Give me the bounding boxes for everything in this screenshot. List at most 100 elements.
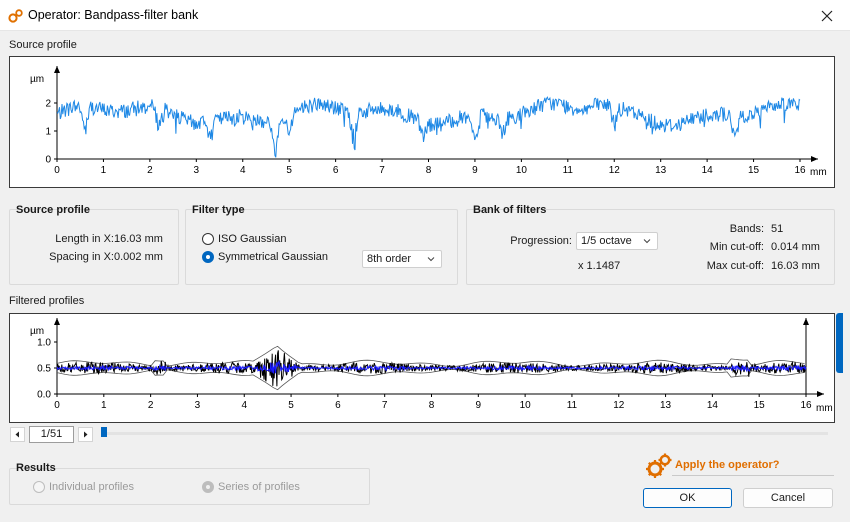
profile-slider-thumb[interactable] [101, 427, 107, 437]
radio-symmetrical-gaussian[interactable]: Symmetrical Gaussian [202, 251, 328, 263]
radio-individual-profiles-label: Individual profiles [49, 481, 134, 493]
radio-series-of-profiles[interactable]: Series of profiles [202, 481, 300, 493]
x-tick-label: 6 [335, 400, 341, 411]
source-info-title: Source profile [16, 204, 90, 216]
filtered-envelope-series [56, 350, 807, 387]
x-tick-label: 16 [794, 165, 806, 176]
x-tick-label: 14 [707, 400, 719, 411]
x-tick-label: 1 [101, 165, 107, 176]
x-tick-label: 11 [567, 400, 578, 411]
max-cutoff-label: Max cut-off: [706, 260, 764, 272]
next-profile-button[interactable] [78, 427, 93, 442]
close-icon[interactable] [821, 10, 833, 22]
bank-of-filters-group: Bank of filters Progression: 1/5 octave … [466, 204, 835, 285]
radio-indicator[interactable] [33, 481, 45, 493]
results-title: Results [16, 462, 56, 474]
spacing-value: 0.002 mm [114, 251, 163, 263]
x-tick-label: 13 [655, 165, 667, 176]
results-group: Results Individual profiles Series of pr… [9, 462, 370, 505]
x-tick-label: 1 [101, 400, 107, 411]
upper-envelope [56, 345, 805, 367]
chevron-down-icon [643, 239, 651, 244]
bands-label: Bands: [729, 223, 764, 235]
x-tick-label: 9 [472, 165, 478, 176]
apply-operator-prompt: Apply the operator? [675, 459, 780, 471]
source-profile-plot: 0 1 2 3 4 5 6 7 8 9 10 11 12 13 14 15 16 0 1 2 µm mm [9, 56, 835, 188]
filter-order-select[interactable]: 8th order [362, 250, 442, 268]
radio-indicator[interactable] [202, 233, 214, 245]
x-tick-label: 12 [609, 165, 621, 176]
radio-iso-gaussian[interactable]: ISO Gaussian [202, 233, 286, 245]
min-cutoff-label: Min cut-off: [709, 241, 764, 253]
x-tick-label: 7 [379, 165, 385, 176]
filter-order-value: 8th order [367, 253, 412, 265]
radio-indicator-checked[interactable] [202, 251, 214, 263]
source-profile-series [56, 96, 801, 158]
source-profile-label: Source profile [9, 39, 77, 51]
side-scroll-handle[interactable] [836, 313, 843, 373]
triangle-right-icon[interactable] [79, 428, 92, 441]
y-tick-label: 1 [45, 127, 51, 138]
x-tick-label: 2 [148, 400, 154, 411]
x-axis-arrow [817, 391, 824, 397]
length-label: Length in X: [55, 233, 114, 245]
apply-underline [672, 475, 834, 476]
prev-profile-button[interactable] [10, 427, 25, 442]
y-tick-label: 0.5 [37, 364, 51, 375]
bands-value: 51 [771, 223, 784, 235]
x-tick-label: 5 [286, 165, 292, 176]
progression-value: 1/5 octave [581, 235, 632, 247]
max-cutoff-value: 16.03 mm [771, 260, 820, 272]
filtered-band-series [56, 359, 807, 374]
radio-indicator-checked[interactable] [202, 481, 214, 493]
filtered-y-unit: µm [30, 326, 44, 337]
progression-ratio: x 1.1487 [578, 260, 621, 272]
filtered-x-unit: mm [816, 403, 833, 414]
x-tick-label: 0 [54, 400, 60, 411]
progression-label: Progression: [510, 235, 572, 247]
x-tick-label: 14 [702, 165, 714, 176]
x-tick-label: 10 [516, 165, 528, 176]
chevron-down-icon [427, 257, 435, 262]
x-tick-label: 8 [426, 165, 432, 176]
source-x-unit: mm [810, 167, 827, 178]
close-button[interactable] [804, 0, 850, 31]
x-tick-label: 2 [147, 165, 153, 176]
cancel-button[interactable]: Cancel [743, 488, 833, 508]
radio-series-of-profiles-label: Series of profiles [218, 481, 300, 493]
title-bar: Operator: Bandpass-filter bank [0, 0, 850, 31]
y-axis-arrow [54, 66, 60, 73]
source-y-unit: µm [30, 74, 44, 85]
filtered-profiles-chart: 0 1 2 3 4 5 6 7 8 9 10 11 12 13 14 15 160.00.51.0 µm mm [30, 318, 833, 414]
radio-symmetrical-gaussian-label: Symmetrical Gaussian [218, 251, 329, 263]
profile-page-field[interactable]: 1/51 [29, 426, 74, 443]
triangle-left-icon[interactable] [11, 428, 24, 441]
right-axis-arrow [803, 318, 809, 325]
filtered-profiles-plot: 0 1 2 3 4 5 6 7 8 9 10 11 12 13 14 15 16 0.0 0.5 1.0 µm mm [9, 313, 835, 423]
filter-type-title: Filter type [192, 204, 245, 216]
x-tick-label: 4 [240, 165, 246, 176]
lower-envelope [56, 369, 805, 391]
ok-button[interactable]: OK [643, 488, 732, 508]
x-tick-label: 9 [476, 400, 482, 411]
filter-type-group: Filter type ISO Gaussian Symmetrical Gau… [185, 204, 458, 285]
spacing-label: Spacing in X: [49, 251, 114, 263]
radio-individual-profiles[interactable]: Individual profiles [33, 481, 134, 493]
bank-title: Bank of filters [473, 204, 547, 216]
x-tick-label: 11 [563, 165, 574, 176]
x-tick-label: 15 [754, 400, 766, 411]
source-info-group: Source profile Length in X: 16.03 mm Spa… [9, 204, 179, 285]
min-cutoff-value: 0.014 mm [771, 241, 820, 253]
progression-select[interactable]: 1/5 octave [576, 232, 658, 250]
length-value: 16.03 mm [114, 233, 163, 245]
y-axis-arrow [54, 318, 60, 325]
x-tick-label: 0 [54, 165, 60, 176]
x-tick-label: 3 [195, 400, 201, 411]
y-tick-label: 1.0 [37, 338, 51, 349]
x-tick-label: 6 [333, 165, 339, 176]
x-tick-label: 15 [748, 165, 760, 176]
profile-slider-track[interactable] [102, 432, 828, 435]
gears-icon [646, 453, 672, 478]
x-tick-label: 10 [520, 400, 532, 411]
